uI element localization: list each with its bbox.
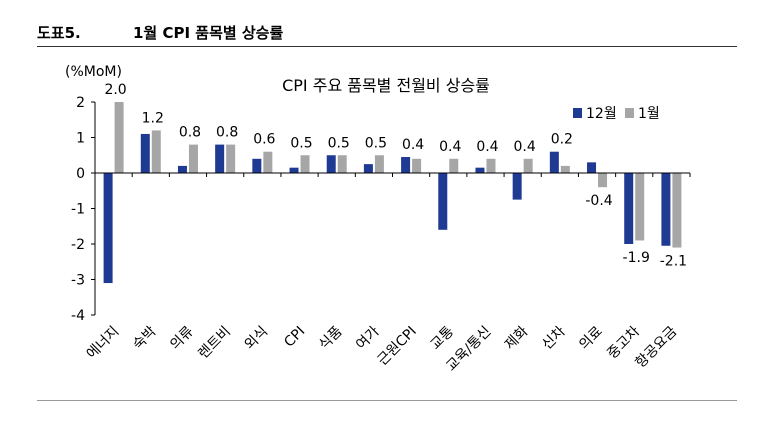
- bar-dec: [549, 151, 559, 173]
- data-label: 0.4: [439, 139, 461, 155]
- bar-jan: [672, 173, 682, 248]
- y-tick-label: 2: [76, 95, 85, 111]
- bar-dec: [661, 173, 671, 246]
- bar-dec: [438, 173, 448, 230]
- bar-jan: [560, 165, 570, 173]
- bar-dec: [512, 173, 522, 200]
- data-label: 0.4: [402, 137, 424, 153]
- x-category-label: 의류: [167, 323, 197, 353]
- y-axis-unit-label: (%MoM): [65, 64, 122, 80]
- bar-dec: [103, 173, 113, 284]
- bar-jan: [188, 144, 198, 173]
- data-label: -0.4: [585, 193, 612, 209]
- data-label: 0.5: [290, 135, 312, 151]
- data-label: 0.2: [551, 132, 573, 148]
- bar-jan: [523, 158, 533, 173]
- x-category-label: 에너지: [84, 324, 123, 363]
- legend-label: 12월: [586, 106, 617, 122]
- legend-swatch-dec: [573, 108, 582, 118]
- bar-jan: [226, 144, 236, 173]
- bar-dec: [401, 157, 411, 173]
- bar-jan: [412, 158, 422, 173]
- chart-title: CPI 주요 품목별 전월비 상승률: [282, 76, 490, 95]
- data-label: 0.4: [514, 139, 536, 155]
- data-label: 0.4: [476, 139, 498, 155]
- bar-jan: [263, 151, 273, 173]
- x-category-label: 항공요금: [632, 323, 680, 371]
- bar-dec: [140, 133, 150, 173]
- bar-jan: [114, 102, 124, 173]
- y-tick-label: -3: [71, 273, 85, 289]
- x-category-label: 여가: [353, 323, 383, 353]
- x-category-label: 근원CPI: [375, 324, 420, 369]
- bar-jan: [486, 158, 496, 173]
- y-tick-label: 1: [76, 131, 85, 147]
- header-rule: [37, 46, 737, 47]
- data-label: 2.0: [104, 82, 126, 98]
- x-category-label: 외식: [242, 324, 272, 354]
- x-category-label: 식품: [316, 323, 346, 353]
- figure-header: 도표5. 1월 CPI 품목별 상승률: [37, 20, 737, 44]
- data-label: -2.1: [660, 254, 687, 270]
- bar-jan: [300, 155, 310, 173]
- data-label: 1.2: [142, 110, 164, 126]
- x-category-label: 제화: [502, 323, 532, 353]
- y-tick-label: -2: [71, 237, 85, 253]
- figure-title: 1월 CPI 품목별 상승률: [133, 24, 284, 42]
- bar-dec: [177, 165, 187, 173]
- x-category-label: 렌트비: [195, 324, 234, 363]
- data-label: 0.8: [216, 125, 238, 141]
- bar-jan: [598, 173, 608, 188]
- x-category-label: 신차: [539, 323, 569, 353]
- figure-label: 도표5.: [37, 24, 81, 42]
- data-label: 0.6: [253, 132, 275, 148]
- x-category-label: 교통: [428, 323, 458, 353]
- x-category-label: 의료: [576, 323, 606, 353]
- x-category-label: 숙박: [130, 323, 160, 353]
- bar-dec: [326, 155, 336, 173]
- data-label: 0.5: [365, 135, 387, 151]
- bar-jan: [337, 155, 347, 173]
- bar-dec: [587, 162, 597, 173]
- legend-swatch-jan: [625, 108, 634, 118]
- bar-dec: [289, 167, 299, 173]
- y-tick-label: -4: [71, 308, 85, 324]
- bar-dec: [624, 173, 634, 244]
- bar-jan: [449, 158, 459, 173]
- bar-dec: [363, 164, 373, 173]
- y-tick-label: 0: [76, 166, 85, 182]
- data-label: 0.5: [328, 135, 350, 151]
- plot-area: 2 1 0 -1 -2 -3 -4 2.0 에너지 1.2 숙박 0.8 의류 0.8 렌트비 0.6 외식 0.…: [71, 82, 691, 375]
- legend: 12월 1월: [573, 106, 660, 122]
- data-label: 0.8: [179, 125, 201, 141]
- bar-jan: [374, 155, 384, 173]
- data-label: -1.9: [623, 250, 650, 266]
- bar-dec: [252, 158, 262, 173]
- x-category-label: CPI: [281, 324, 308, 351]
- bar-dec: [215, 144, 225, 173]
- footer-rule: [37, 400, 737, 401]
- bar-dec: [475, 167, 485, 173]
- bar-jan: [635, 173, 645, 241]
- y-tick-label: -1: [71, 202, 85, 218]
- legend-label: 1월: [638, 106, 660, 122]
- bar-jan: [151, 130, 161, 173]
